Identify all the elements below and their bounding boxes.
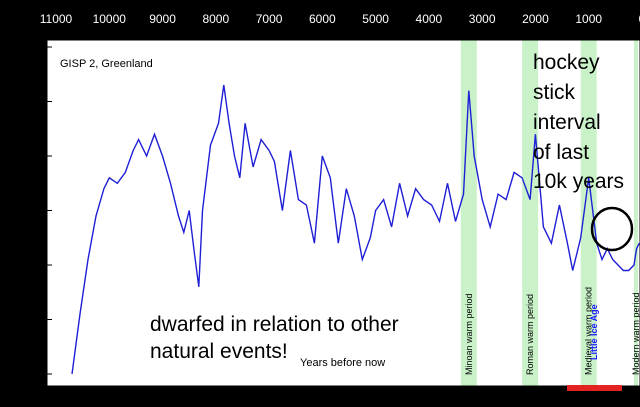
y-axis-label: Air temperature (Deg. C) at the summit o…: [2, 58, 14, 380]
period-band-3: [633, 40, 638, 386]
plot-frame: [46, 39, 640, 387]
y-tick-6: -34: [27, 367, 45, 381]
period-label-2: Medieval warm period: [584, 287, 594, 375]
period-label-1: Roman warm period: [525, 294, 535, 375]
top-tick-2: 9000: [149, 12, 176, 26]
bottom-tick-8: 3000: [469, 393, 496, 407]
bottom-tick-7: 4000: [416, 393, 443, 407]
annotation-10k-years: 10k years: [533, 170, 624, 193]
y-tick-1: -29: [27, 95, 45, 109]
top-tick-11: 0: [639, 12, 640, 26]
annotation-natural-events: natural events!: [150, 340, 288, 363]
y-tick-4: -32: [27, 258, 45, 272]
bottom-tick-1: 10000: [93, 393, 127, 407]
period-bands: [460, 40, 638, 386]
annotation-hockey: hockey: [533, 51, 600, 74]
period-label-0: Minoan warm period: [464, 293, 474, 375]
little-ice-age-label: Little Ice Age: [589, 304, 599, 360]
annotation-stick: stick: [533, 81, 576, 104]
y-tick-0: -28: [27, 40, 45, 54]
annotation-of-last: of last: [533, 141, 589, 164]
top-tick-1: 10000: [93, 12, 127, 26]
bottom-tick-0: 11000: [40, 393, 73, 407]
top-tick-0: 11000: [40, 12, 73, 26]
y-tick-2: -30: [27, 149, 45, 163]
top-tick-labels: 11000 10000 9000 8000 7000 6000 5000 4000 3000 20…: [40, 12, 640, 26]
hockey-stick-circle: [590, 206, 634, 252]
y-tick-3: -31: [27, 204, 45, 218]
top-tick-3: 8000: [202, 12, 229, 26]
bottom-tick-3: 8000: [202, 393, 229, 407]
top-tick-6: 5000: [362, 12, 389, 26]
period-label-3: Modern warm period: [631, 292, 640, 375]
red-bar-marker: [567, 385, 622, 391]
bottom-tick-5: 6000: [309, 393, 336, 407]
bottom-tick-labels: 11000 10000 9000 8000 7000 6000 5000 4000 3000 20…: [40, 393, 640, 407]
top-tick-10: 1000: [575, 12, 602, 26]
plot-background: [47, 40, 640, 386]
y-tick-5: -33: [27, 313, 45, 327]
top-tick-5: 6000: [309, 12, 336, 26]
bottom-tick-9: 2000: [522, 393, 549, 407]
annotation-interval: interval: [533, 111, 601, 134]
period-labels: Minoan warm period Roman warm period Medie…: [464, 287, 640, 375]
bottom-tick-4: 7000: [256, 393, 283, 407]
bottom-tick-10: 1000: [575, 393, 602, 407]
bottom-tick-11: 0: [639, 393, 640, 407]
top-tick-7: 4000: [416, 12, 443, 26]
bottom-tick-2: 9000: [149, 393, 176, 407]
top-tick-9: 2000: [522, 12, 549, 26]
top-tick-8: 3000: [469, 12, 496, 26]
period-band-2: [580, 40, 597, 386]
chart-title: GISP 2, Greenland: [60, 58, 153, 70]
top-tick-4: 7000: [256, 12, 283, 26]
bottom-tick-6: 5000: [362, 393, 389, 407]
period-band-0: [460, 40, 477, 386]
y-tick-labels: -28 -29 -30 -31 -32 -33 -34: [27, 40, 52, 381]
temperature-series-line: [71, 85, 640, 375]
period-band-1: [522, 40, 539, 386]
annotation-dwarfed: dwarfed in relation to other: [150, 313, 399, 336]
x-axis-label: Years before now: [300, 357, 385, 369]
